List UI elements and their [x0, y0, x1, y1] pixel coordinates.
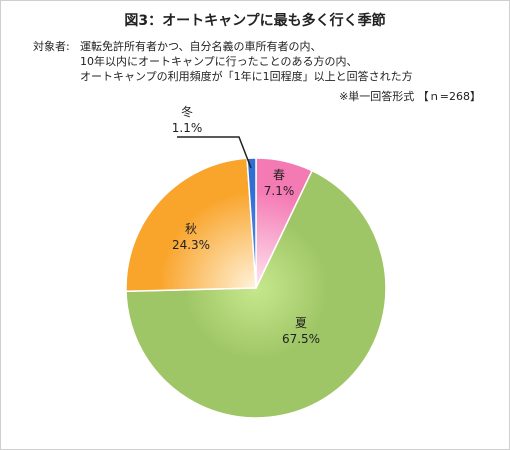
slice-label-summer: 夏 [295, 316, 307, 330]
pie-slice-autumn [125, 157, 257, 293]
slice-value-autumn: 24.3% [172, 238, 210, 252]
target-label: 対象者: [33, 40, 70, 53]
chart-title: 図3：オートキャンプに最も多く行く季節 [124, 13, 386, 29]
slice-label-autumn: 秋 [185, 222, 197, 236]
answer-note: ※単一回答形式 【ｎ=268】 [339, 90, 481, 103]
slice-value-spring: 7.1% [264, 184, 295, 198]
target-line-3: オートキャンプの利用頻度が「1年に1回程度」以上と回答された方 [80, 70, 413, 83]
target-line-2: 10年以内にオートキャンプに行ったことのある方の内、 [80, 55, 358, 68]
slice-value-summer: 67.5% [282, 332, 320, 346]
slice-value-winter: 1.1% [172, 121, 203, 135]
winter-leader-line [177, 136, 252, 169]
target-line-1: 運転免許所有者かつ、自分名義の車所有者の内、 [80, 40, 322, 53]
pie-slice-summer [125, 169, 387, 419]
target-lines: 運転免許所有者かつ、自分名義の車所有者の内、 10年以内にオートキャンプに行った… [80, 39, 413, 84]
slice-label-winter: 冬 [181, 104, 193, 119]
slice-label-spring: 春 [273, 168, 285, 182]
